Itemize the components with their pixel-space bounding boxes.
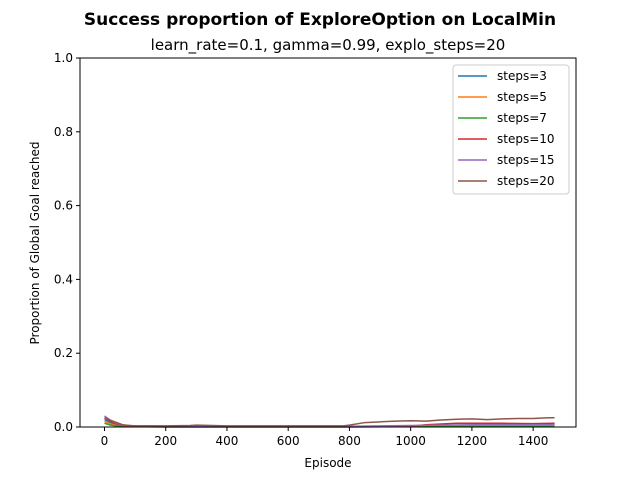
- x-tick-label: 400: [216, 434, 239, 448]
- y-tick-label: 0.6: [54, 199, 73, 213]
- y-tick-label: 0.0: [54, 420, 73, 434]
- y-axis-ticks: 0.0 0.2 0.4 0.6 0.8 1.0: [54, 51, 80, 434]
- legend-label-6: steps=20: [497, 174, 555, 188]
- y-tick-label: 0.8: [54, 125, 73, 139]
- legend-label-1: steps=3: [497, 69, 547, 83]
- legend-label-3: steps=7: [497, 111, 547, 125]
- x-tick-label: 1400: [518, 434, 549, 448]
- legend: steps=3 steps=5 steps=7 steps=10 steps=15 ste…: [452, 64, 570, 195]
- series-layer: [104, 415, 555, 428]
- series-line-6: [104, 417, 555, 427]
- legend-label-5: steps=15: [497, 153, 555, 167]
- chart-subtitle: learn_rate=0.1, gamma=0.99, explo_steps=…: [151, 36, 506, 55]
- x-tick-label: 600: [277, 434, 300, 448]
- x-tick-label: 800: [338, 434, 361, 448]
- x-axis-ticks: 0 200 400 600 800 1000 1200 1400: [101, 427, 549, 448]
- y-axis-label: Proportion of Global Goal reached: [28, 142, 42, 345]
- y-tick-label: 0.2: [54, 346, 73, 360]
- x-tick-label: 1000: [395, 434, 426, 448]
- y-tick-label: 1.0: [54, 51, 73, 65]
- x-tick-label: 0: [101, 434, 109, 448]
- series-line-5: [104, 415, 555, 428]
- chart-title: Success proportion of ExploreOption on L…: [84, 10, 556, 30]
- legend-label-2: steps=5: [497, 90, 547, 104]
- legend-label-4: steps=10: [497, 132, 555, 146]
- x-axis-label: Episode: [304, 456, 351, 470]
- x-tick-label: 200: [154, 434, 177, 448]
- x-tick-label: 1200: [457, 434, 488, 448]
- y-tick-label: 0.4: [54, 272, 73, 286]
- axes-frame: [79, 57, 577, 428]
